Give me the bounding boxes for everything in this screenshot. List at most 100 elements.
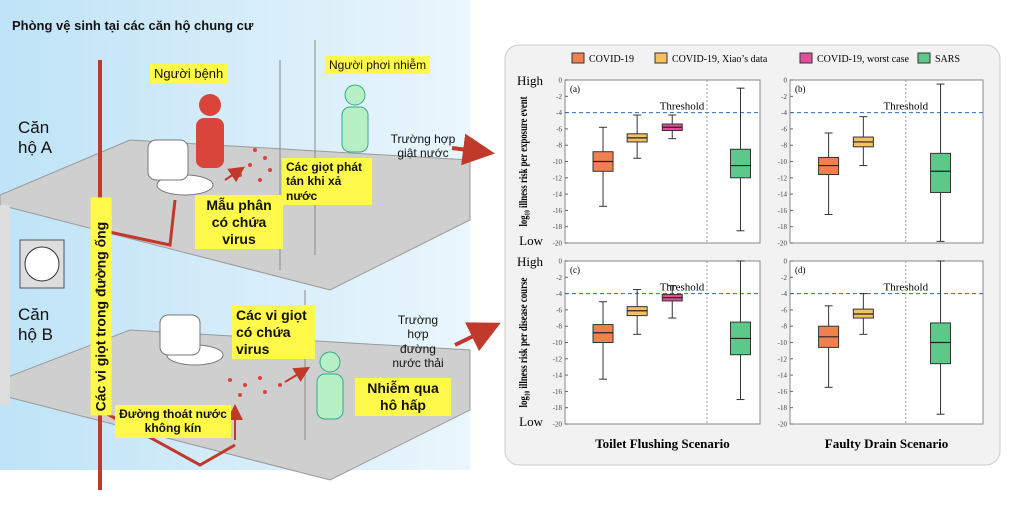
y-tick-label: -2 (556, 93, 562, 101)
y-tick-label: -10 (778, 339, 788, 347)
y-tick-label: -18 (778, 223, 788, 231)
y-tick-label: -20 (553, 421, 563, 429)
threshold-label: Threshold (883, 282, 928, 294)
y-tick-label: -20 (778, 421, 788, 429)
y-tick-label: -12 (553, 174, 563, 182)
box (930, 152, 952, 193)
y-tick-label: -18 (778, 404, 788, 412)
inhalation-label: Nhiễm qua hô hấp (355, 378, 451, 416)
y-tick-label: -18 (553, 404, 563, 412)
legend-swatch (654, 52, 668, 64)
arrow (451, 133, 495, 166)
y-tick-label: -12 (553, 355, 563, 363)
y-axis-label: log₁₀ illness risk per disease course (516, 277, 530, 407)
legend-label: COVID-19, Xiao’s data (672, 54, 768, 65)
patient-head (199, 94, 221, 116)
patient-label: Người bệnh (150, 64, 228, 84)
exposed-label: Người phơi nhiễm (325, 56, 431, 75)
top-label: High (517, 73, 544, 88)
pipe-a (99, 199, 177, 247)
box (930, 322, 952, 365)
droplet-label: Các giọt phát tán khi xả nước (282, 158, 372, 206)
toilet-tank (147, 139, 189, 181)
y-tick-label: -4 (781, 109, 787, 117)
y-tick-label: -10 (778, 158, 788, 166)
arrow (224, 166, 245, 183)
y-tick-label: 0 (559, 258, 563, 266)
y-tick-label: -14 (778, 191, 788, 199)
y-tick-label: -20 (553, 240, 563, 248)
y-tick-label: -20 (778, 240, 788, 248)
bottom-label: Low (519, 233, 543, 248)
y-tick-label: -4 (556, 290, 562, 298)
y-tick-label: -16 (778, 388, 788, 396)
title: Phòng vệ sinh tại các căn hộ chung cư (12, 18, 254, 33)
panel-label: (b) (795, 84, 806, 94)
drain-label: Đường thoát nước không kín (115, 405, 231, 438)
y-tick-label: -8 (781, 323, 787, 331)
arrow (284, 366, 311, 383)
y-tick-label: -6 (781, 125, 787, 133)
exposed-body (316, 373, 344, 420)
y-tick-label: 0 (559, 77, 563, 85)
y-tick-label: -8 (556, 142, 562, 150)
y-tick-label: -12 (778, 174, 788, 182)
y-axis-label: log₁₀ illness risk per exposure event (516, 97, 530, 227)
y-tick-label: -16 (778, 207, 788, 215)
y-tick-label: -18 (553, 223, 563, 231)
panel-label: (a) (570, 84, 580, 94)
y-tick-label: -4 (781, 290, 787, 298)
x-axis-label: Faulty Drain Scenario (825, 436, 949, 451)
y-tick-label: -2 (781, 93, 787, 101)
y-tick-label: -14 (778, 372, 788, 380)
legend-swatch (799, 52, 813, 64)
y-tick-label: -8 (556, 323, 562, 331)
panel-label: (d) (795, 265, 806, 275)
exposed-head (344, 84, 366, 106)
x-axis-label: Toilet Flushing Scenario (595, 436, 730, 451)
y-tick-label: -6 (781, 306, 787, 314)
legend-swatch (571, 52, 585, 64)
legend-label: SARS (935, 54, 960, 65)
apartment-label: Căn hộ B (18, 305, 53, 345)
patient-body (196, 118, 224, 168)
top-label: High (517, 254, 544, 269)
wall-edge (0, 205, 10, 405)
case-label: Trường hợp đường nước thải (392, 313, 444, 371)
y-tick-label: -6 (556, 306, 562, 314)
y-tick-label: -12 (778, 355, 788, 363)
y-tick-label: -8 (781, 142, 787, 150)
fan-blade (24, 246, 60, 282)
threshold-label: Threshold (883, 101, 928, 113)
apartment-label: Căn hộ A (18, 118, 53, 158)
y-tick-label: -2 (556, 274, 562, 282)
y-tick-label: -2 (781, 274, 787, 282)
case-label: Trường hợp giật nước (390, 132, 456, 161)
feces-label: Mẫu phân có chứa virus (195, 195, 283, 250)
y-tick-label: 0 (784, 258, 788, 266)
exposed-head (319, 351, 341, 373)
threshold-label: Threshold (660, 282, 705, 294)
arrow (454, 322, 501, 352)
y-tick-label: -16 (553, 388, 563, 396)
y-tick-label: -14 (553, 191, 563, 199)
exposed-body (341, 106, 369, 153)
y-tick-label: -4 (556, 109, 562, 117)
y-tick-label: 0 (784, 77, 788, 85)
y-tick-label: -14 (553, 372, 563, 380)
legend-label: COVID-19 (589, 54, 634, 65)
box (592, 324, 614, 344)
bottom-label: Low (519, 414, 543, 429)
legend-swatch (917, 52, 931, 64)
y-tick-label: -6 (556, 125, 562, 133)
y-tick-label: -10 (553, 339, 563, 347)
legend-label: COVID-19, worst case (817, 54, 909, 65)
virus-label: Các vi giọt có chứa virus (232, 305, 315, 360)
y-tick-label: -10 (553, 158, 563, 166)
toilet-tank (159, 314, 201, 356)
y-tick-label: -16 (553, 207, 563, 215)
threshold-label: Threshold (660, 101, 705, 113)
panel-label: (c) (570, 265, 580, 275)
